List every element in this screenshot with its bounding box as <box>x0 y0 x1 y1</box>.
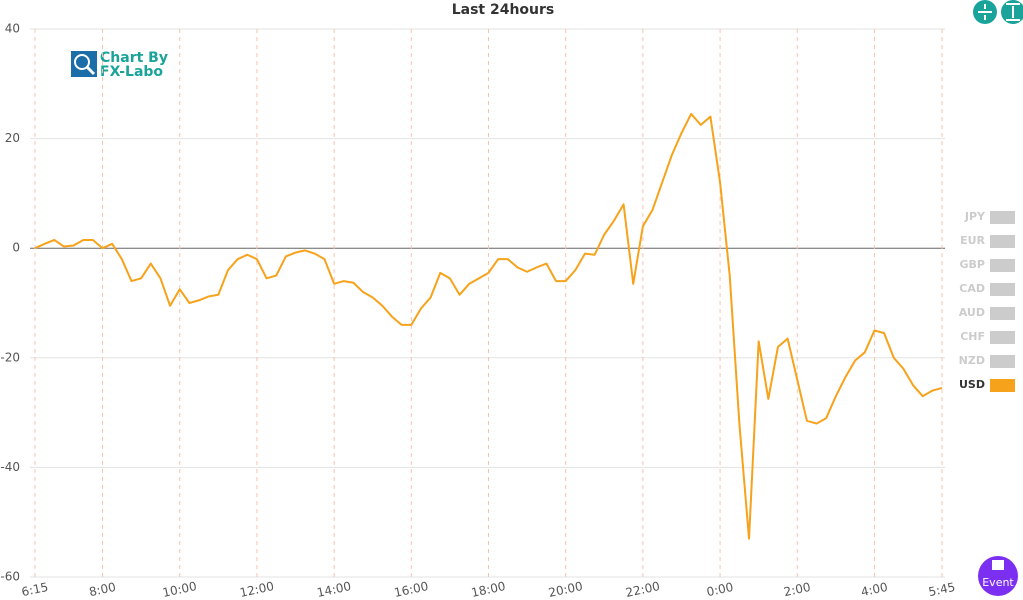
legend-swatch[interactable] <box>990 379 1015 392</box>
x-tick-label: 4:00 <box>860 580 889 599</box>
legend-label[interactable]: NZD <box>959 354 985 367</box>
event-icon <box>992 560 1004 570</box>
x-tick-label: 0:00 <box>705 580 734 599</box>
y-tick-label: 0 <box>12 241 20 255</box>
x-tick-label: 14:00 <box>316 579 353 600</box>
legend-swatch[interactable] <box>990 211 1015 224</box>
legend-label[interactable]: USD <box>959 378 985 391</box>
x-tick-label: 12:00 <box>238 579 275 600</box>
x-tick-label: 2:00 <box>783 580 812 599</box>
legend-swatch[interactable] <box>990 235 1015 248</box>
legend-label[interactable]: JPY <box>964 210 986 223</box>
legend-label[interactable]: GBP <box>960 258 985 271</box>
legend-label[interactable]: CHF <box>960 330 985 343</box>
legend-swatch[interactable] <box>990 331 1015 344</box>
icon <box>1006 3 1020 21</box>
y-tick-label: 40 <box>5 22 20 36</box>
x-tick-label: 8:00 <box>88 580 117 599</box>
line <box>34 112 943 540</box>
legend-swatch[interactable] <box>990 307 1015 320</box>
x-tick-label: 5:45 <box>927 580 956 599</box>
toolbar <box>973 0 1023 24</box>
x-tick-label: 6:15 <box>20 580 49 599</box>
legend-swatch[interactable] <box>990 283 1015 296</box>
x-tick-label: 22:00 <box>624 579 661 600</box>
y-tick-label: -40 <box>0 460 20 474</box>
logo-handle <box>85 65 96 76</box>
logo-text: Chart By <box>100 50 168 66</box>
legend-label[interactable]: EUR <box>960 234 985 247</box>
logo: Chart By FX-Labo <box>71 50 168 80</box>
chart-title: Last 24hours <box>452 2 555 18</box>
x-tick-label: 16:00 <box>393 579 430 600</box>
legend-swatch[interactable] <box>990 259 1015 272</box>
x-tick-label: 20:00 <box>547 579 584 600</box>
legend-label[interactable]: AUD <box>959 306 985 319</box>
legend-label[interactable]: CAD <box>959 282 985 295</box>
x-tick-label: 18:00 <box>470 579 507 600</box>
y-tick-label: -20 <box>0 350 20 364</box>
event-button[interactable]: Event <box>978 556 1018 596</box>
event-label[interactable]: Event <box>982 576 1014 589</box>
legend-swatch[interactable] <box>990 355 1015 368</box>
logo-lens <box>74 54 90 70</box>
event-circle[interactable] <box>978 556 1018 596</box>
x-tick-label: 10:00 <box>161 579 198 600</box>
y-tick-label: 20 <box>5 131 20 145</box>
icon <box>978 4 992 20</box>
y-tick-label: -60 <box>0 570 20 584</box>
logo-text: FX-Labo <box>100 64 163 80</box>
